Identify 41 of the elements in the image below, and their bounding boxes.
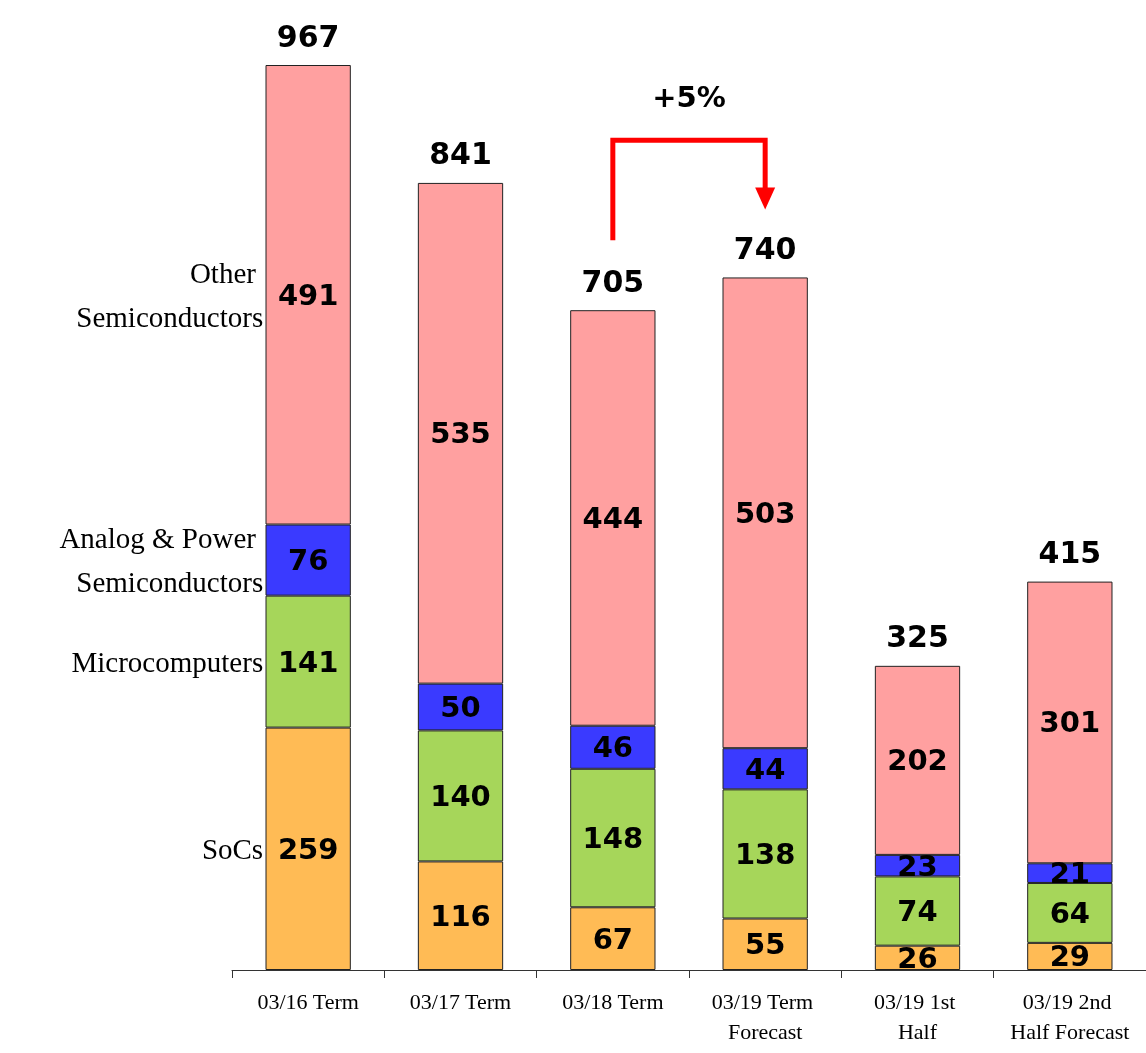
series-label: Analog & Power Semiconductors	[59, 522, 264, 599]
data-label: 55	[744, 927, 786, 962]
data-label: 26	[897, 940, 938, 975]
data-label: 535	[430, 416, 491, 451]
data-label: 67	[592, 921, 634, 956]
total-label: 967	[276, 18, 340, 54]
total-label: 740	[733, 230, 797, 266]
data-label: 74	[897, 894, 938, 929]
data-label: 23	[897, 848, 938, 883]
data-label: 444	[582, 500, 644, 535]
data-label: 148	[582, 821, 644, 856]
series-label: Other Semiconductors	[76, 256, 264, 333]
data-label: 46	[592, 730, 634, 765]
data-label: 44	[744, 751, 786, 786]
data-label: 64	[1049, 895, 1091, 930]
series-label: Microcomputers	[71, 645, 264, 678]
data-label: 21	[1049, 856, 1091, 891]
total-label: 841	[429, 136, 492, 172]
x-tick-label: 03/16 Term	[257, 988, 359, 1014]
x-tick-label: 03/18 Term	[562, 988, 664, 1014]
series-label: SoCs	[201, 832, 264, 865]
data-label: 301	[1039, 705, 1101, 740]
data-label: 29	[1049, 939, 1091, 974]
data-label: 138	[734, 836, 796, 871]
data-label: 202	[887, 743, 948, 778]
total-label: 325	[886, 619, 949, 655]
annotation: +5%	[651, 80, 727, 115]
data-label: 116	[430, 898, 491, 933]
data-label: 50	[440, 690, 481, 725]
total-label: 415	[1038, 535, 1102, 571]
data-label: 491	[277, 277, 339, 312]
x-tick-label: 03/17 Term	[409, 988, 512, 1014]
data-label: 141	[277, 644, 339, 679]
data-label: 140	[430, 778, 491, 813]
total-label: 705	[581, 263, 645, 299]
data-label: 259	[277, 831, 339, 866]
x-tick-label: 03/19 2nd Half Forecast	[1010, 988, 1130, 1044]
x-tick-label: 03/19 Term Forecast	[711, 988, 819, 1044]
data-label: 76	[287, 543, 329, 578]
x-tick-label: 03/19 1st Half	[874, 988, 961, 1044]
data-label: 503	[734, 495, 796, 530]
